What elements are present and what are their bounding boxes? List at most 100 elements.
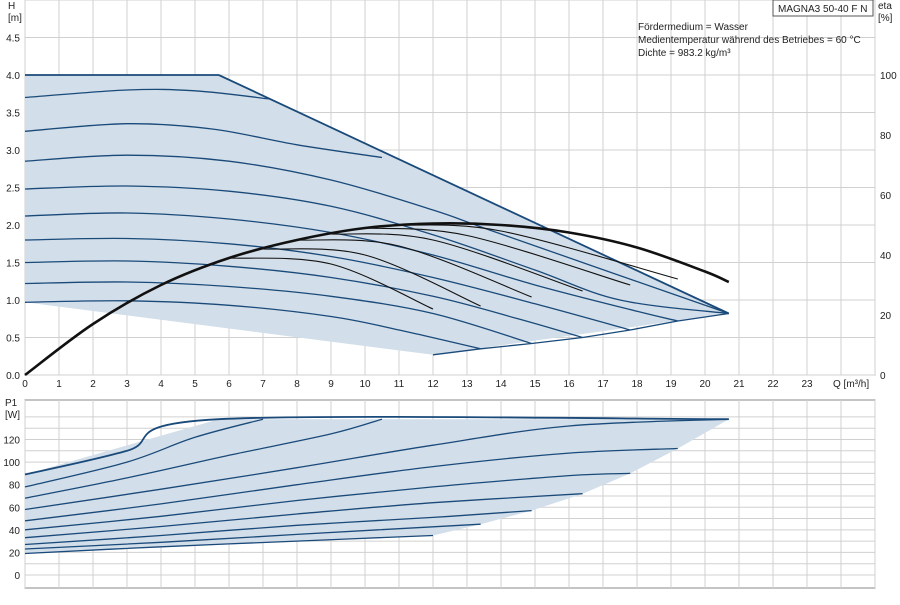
x-tick-label: 14 [495, 379, 507, 390]
efficiency-axis-unit: [%] [878, 13, 893, 24]
model-label: MAGNA3 50-40 F N [778, 4, 867, 15]
head-curve [24, 123, 383, 159]
head-curve [24, 88, 270, 100]
x-tick-label: 4 [158, 379, 164, 390]
y-tick-label: 60 [9, 503, 21, 514]
x-tick-label: 2 [90, 379, 96, 390]
power-curve [24, 418, 729, 511]
y-tick-label: 1.0 [6, 296, 20, 307]
head-curve [25, 74, 730, 315]
head-curve [24, 300, 481, 350]
y-tick-label: 2.0 [6, 221, 20, 232]
medium-info: Fördermedium = Wasser Medientemperatur w… [638, 22, 861, 59]
x-tick-label: 19 [665, 379, 677, 390]
head-curve [24, 260, 583, 339]
power-curve [24, 472, 631, 531]
efficiency-branch-curve [296, 239, 532, 298]
y-tick-label: 4.5 [6, 34, 20, 45]
power-curve [24, 418, 264, 488]
flow-x-tick-labels: 0 1 2 3 4 5 6 7 8 9 10 11 12 13 14 15 16 17 18 19 20 21 22 23 [22, 379, 813, 390]
y-tick-label: 4.0 [6, 71, 20, 82]
power-axis-unit: [W] [5, 410, 20, 421]
x-tick-label: 1 [56, 379, 62, 390]
power-curve [24, 415, 729, 476]
y-tick-label: 2.5 [6, 184, 20, 195]
x-tick-label: 3 [124, 379, 130, 390]
efficiency-branch-curve [228, 257, 434, 310]
y-tick-label: 0.0 [6, 371, 20, 382]
power-curves [24, 415, 729, 555]
medium-info-line: Medientemperatur während des Betriebes =… [638, 35, 861, 46]
x-tick-label: 7 [260, 379, 266, 390]
efficiency-tick-label: 0 [880, 371, 886, 382]
head-curve [24, 212, 678, 322]
efficiency-axis-label: eta [878, 1, 892, 12]
head-curve [24, 185, 729, 315]
x-tick-label: 9 [328, 379, 334, 390]
y-tick-label: 1.5 [6, 259, 20, 270]
power-curve [24, 447, 678, 522]
x-tick-label: 6 [226, 379, 232, 390]
medium-info-line: Dichte = 983.2 kg/m³ [638, 48, 731, 59]
efficiency-tick-label: 60 [880, 191, 892, 202]
efficiency-tick-label: 100 [880, 71, 897, 82]
power-envelope-area [25, 419, 729, 554]
efficiency-tick-label: 80 [880, 131, 892, 142]
head-curves [24, 74, 730, 356]
y-tick-label: 0 [14, 571, 20, 582]
medium-info-line: Fördermedium = Wasser [638, 22, 749, 33]
x-tick-label: 23 [801, 379, 813, 390]
efficiency-branch-curve [364, 227, 631, 286]
x-tick-label: 15 [529, 379, 541, 390]
head-curve [24, 237, 631, 331]
x-tick-label: 10 [359, 379, 371, 390]
power-curve [24, 523, 481, 550]
x-tick-label: 12 [427, 379, 439, 390]
power-curve [24, 534, 434, 555]
x-tick-label: 8 [294, 379, 300, 390]
efficiency-tick-label: 40 [880, 251, 892, 262]
head-curve [24, 154, 730, 315]
power-curve [24, 418, 383, 499]
x-tick-label: 16 [563, 379, 575, 390]
power-chart-panel: 0 20 40 60 80 100 120 P1 [W] [3, 398, 876, 589]
head-curve [24, 281, 532, 345]
efficiency-curve [24, 222, 730, 377]
x-tick-label: 21 [733, 379, 745, 390]
x-tick-label: 17 [597, 379, 609, 390]
power-curve [24, 509, 532, 546]
efficiency-branch-curve [262, 248, 481, 307]
power-y-tick-labels: 0 20 40 60 80 100 120 [3, 436, 20, 582]
y-tick-label: 3.0 [6, 146, 20, 157]
efficiency-tick-label: 20 [880, 311, 892, 322]
x-tick-label: 5 [192, 379, 198, 390]
y-tick-label: 3.5 [6, 109, 20, 120]
y-tick-label: 20 [9, 548, 21, 559]
power-axis-label: P1 [5, 398, 18, 409]
power-curve [24, 493, 583, 539]
efficiency-curves [24, 222, 730, 377]
head-axis-unit: [m] [8, 13, 22, 24]
head-axis-label: H [8, 1, 15, 12]
x-tick-label: 18 [631, 379, 643, 390]
x-tick-label: 22 [767, 379, 779, 390]
efficiency-tick-labels: 0 20 40 60 80 100 [880, 71, 897, 382]
y-tick-label: 0.5 [6, 334, 20, 345]
x-tick-label: 0 [22, 379, 28, 390]
x-tick-label: 11 [394, 379, 405, 390]
y-tick-label: 40 [9, 526, 21, 537]
model-box: MAGNA3 50-40 F N [772, 0, 874, 17]
y-tick-label: 100 [3, 458, 20, 469]
head-curve [432, 312, 729, 356]
head-y-tick-labels: 0.0 0.5 1.0 1.5 2.0 2.5 3.0 3.5 4.0 4.5 [6, 34, 20, 383]
x-tick-label: 13 [461, 379, 473, 390]
x-tick-label: 20 [699, 379, 711, 390]
efficiency-branch-curve [330, 233, 583, 292]
model-box-frame [772, 0, 874, 17]
y-tick-label: 120 [3, 436, 20, 447]
flow-axis-label: Q [m³/h] [833, 379, 869, 390]
y-tick-label: 80 [9, 481, 21, 492]
